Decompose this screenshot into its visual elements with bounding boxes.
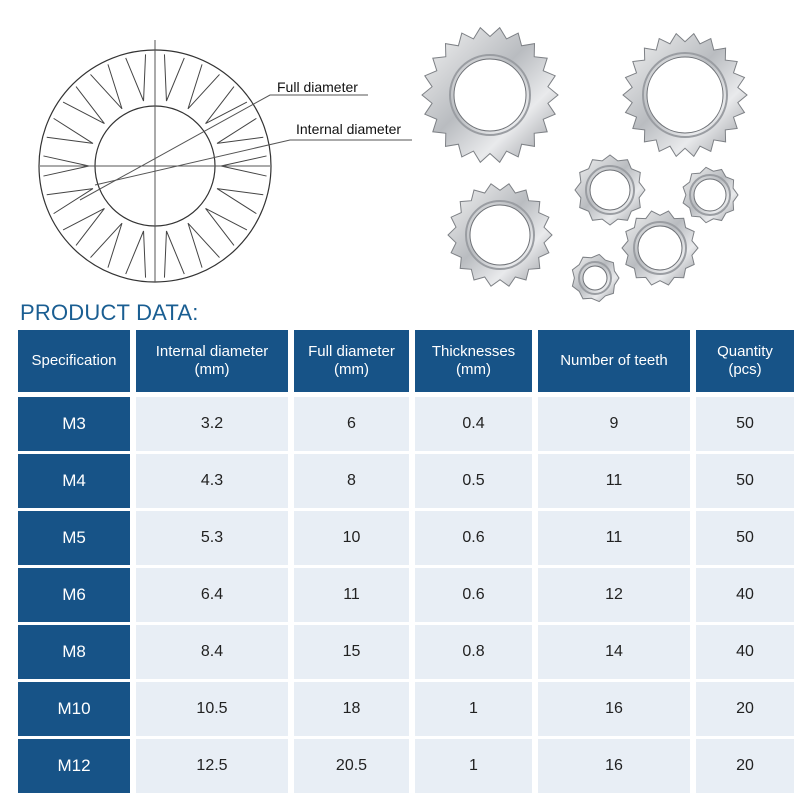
table-cell: 3.2: [136, 392, 288, 451]
tooth-outline: [205, 207, 248, 246]
table-cell: 20: [696, 679, 794, 736]
washer-technical-drawing: Full diameter Internal diameter: [38, 40, 412, 283]
spec-cell: M3: [18, 392, 130, 451]
table-cell: 12: [538, 565, 690, 622]
tooth-outline: [90, 222, 123, 268]
table-row: M5 5.3 10 0.6 11 50: [18, 508, 794, 565]
washer-image: [447, 183, 553, 287]
tooth-outline: [216, 188, 264, 215]
washer-image: [621, 210, 699, 286]
table-cell: 1: [415, 736, 532, 793]
table-row: M6 6.4 11 0.6 12 40: [18, 565, 794, 622]
table-row: M8 8.4 15 0.8 14 40: [18, 622, 794, 679]
tooth-outline: [125, 54, 147, 102]
table-cell: 14: [538, 622, 690, 679]
spec-cell: M5: [18, 508, 130, 565]
full-diameter-leader: [79, 94, 368, 201]
table-cell: 4.3: [136, 451, 288, 508]
table-cell: 16: [538, 736, 690, 793]
col-header-full-diameter: Full diameter (mm): [294, 330, 409, 392]
table-cell: 50: [696, 392, 794, 451]
spec-cell: M6: [18, 565, 130, 622]
tooth-outline: [125, 230, 147, 278]
table-cell: 0.6: [415, 508, 532, 565]
table-cell: 50: [696, 508, 794, 565]
spec-cell: M8: [18, 622, 130, 679]
col-header-internal-diameter: Internal diameter (mm): [136, 330, 288, 392]
washers-product-photo: [421, 26, 748, 303]
table-cell: 18: [294, 679, 409, 736]
table-cell: 16: [538, 679, 690, 736]
table-cell: 6.4: [136, 565, 288, 622]
tooth-outline: [163, 54, 185, 102]
table-cell: 11: [294, 565, 409, 622]
table-cell: 50: [696, 451, 794, 508]
table-cell: 0.6: [415, 565, 532, 622]
table-cell: 0.4: [415, 392, 532, 451]
table-cell: 11: [538, 508, 690, 565]
tooth-outline: [90, 64, 123, 110]
table-cell: 10.5: [136, 679, 288, 736]
table-cell: 5.3: [136, 508, 288, 565]
table-cell: 40: [696, 622, 794, 679]
table-cell: 1: [415, 679, 532, 736]
table-header-row: Specification Internal diameter (mm) Full…: [18, 330, 794, 392]
table-row: M4 4.3 8 0.5 11 50: [18, 451, 794, 508]
table-cell: 6: [294, 392, 409, 451]
table-row: M10 10.5 18 1 16 20: [18, 679, 794, 736]
table-cell: 8: [294, 451, 409, 508]
tooth-outline: [62, 207, 105, 246]
tooth-outline: [46, 188, 94, 215]
tooth-outline: [187, 222, 220, 268]
table-cell: 9: [538, 392, 690, 451]
table-cell: 0.5: [415, 451, 532, 508]
tooth-outline: [216, 117, 264, 144]
spec-cell: M4: [18, 451, 130, 508]
table-cell: 20.5: [294, 736, 409, 793]
internal-diameter-label: Internal diameter: [296, 121, 401, 137]
col-header-specification: Specification: [18, 330, 130, 392]
table-cell: 20: [696, 736, 794, 793]
tooth-outline: [163, 230, 185, 278]
col-header-number-of-teeth: Number of teeth: [538, 330, 690, 392]
washer-image: [682, 166, 739, 224]
product-data-table: Specification Internal diameter (mm) Full…: [12, 330, 800, 793]
washer-image: [622, 32, 748, 158]
tooth-outline: [46, 117, 94, 144]
spec-cell: M12: [18, 736, 130, 793]
table-cell: 8.4: [136, 622, 288, 679]
tooth-outline: [62, 86, 105, 125]
table-cell: 11: [538, 451, 690, 508]
table-cell: 12.5: [136, 736, 288, 793]
washer-image: [571, 253, 620, 303]
col-header-quantity: Quantity (pcs): [696, 330, 794, 392]
col-header-thicknesses: Thicknesses (mm): [415, 330, 532, 392]
table-cell: 10: [294, 508, 409, 565]
full-diameter-label: Full diameter: [277, 79, 358, 95]
washer-image: [421, 26, 559, 164]
washer-image: [574, 154, 646, 226]
table-cell: 15: [294, 622, 409, 679]
internal-diameter-leader: [94, 139, 412, 186]
tooth-outline: [205, 86, 248, 125]
section-title: PRODUCT DATA:: [20, 300, 199, 325]
table-row: M12 12.5 20.5 1 16 20: [18, 736, 794, 793]
table-row: M3 3.2 6 0.4 9 50: [18, 392, 794, 451]
spec-cell: M10: [18, 679, 130, 736]
tooth-outline: [187, 64, 220, 110]
table-cell: 0.8: [415, 622, 532, 679]
table-cell: 40: [696, 565, 794, 622]
